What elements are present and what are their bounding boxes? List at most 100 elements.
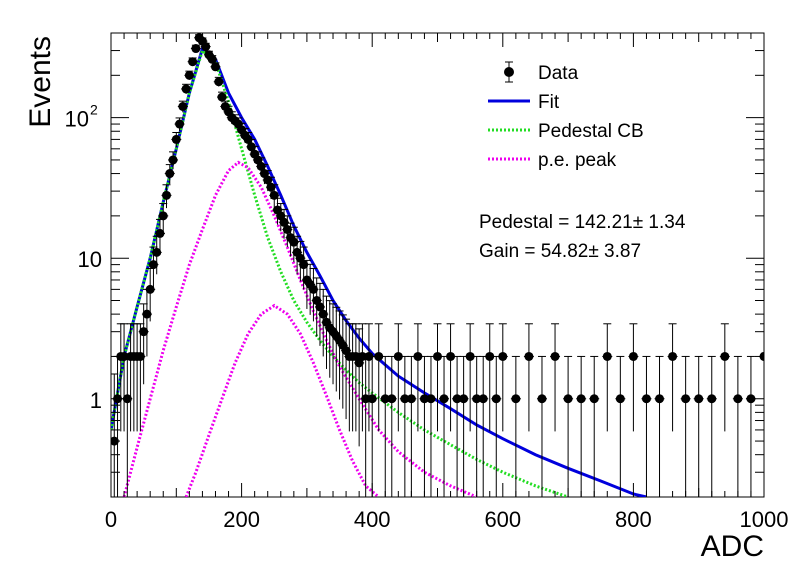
data-point-marker <box>315 302 325 312</box>
data-point-marker <box>158 211 168 221</box>
data-point-marker <box>446 351 456 361</box>
data-point <box>602 323 613 432</box>
data-point-marker <box>214 77 224 87</box>
data-point-marker <box>491 394 501 404</box>
data-point <box>484 323 495 432</box>
data-point <box>615 355 626 497</box>
data-point <box>759 323 764 432</box>
legend: Data Fit Pedestal CB p.e. peak <box>488 61 644 171</box>
data-point-marker <box>707 394 717 404</box>
data-point-marker <box>400 394 410 404</box>
data-point <box>510 355 521 497</box>
data-point-marker <box>361 394 371 404</box>
data-point-marker <box>139 327 149 337</box>
data-point-marker <box>289 237 299 247</box>
data-point <box>138 303 149 385</box>
data-point <box>432 323 443 432</box>
data-point-marker <box>162 190 172 200</box>
data-point <box>288 226 299 263</box>
data-point <box>181 83 192 94</box>
data-point-marker <box>201 42 211 52</box>
legend-entry: Pedestal CB <box>488 121 644 142</box>
data-point-marker <box>380 394 390 404</box>
legend-label: Fit <box>538 92 560 113</box>
data-point <box>458 355 469 497</box>
data-points <box>111 33 764 497</box>
fit-annotation-text: Gain = 54.82± 3.87 <box>479 241 641 262</box>
x-tick-label: 400 <box>354 507 391 532</box>
data-point-marker <box>668 351 678 361</box>
data-point <box>200 42 211 52</box>
data-point-marker <box>148 260 158 270</box>
data-point <box>308 267 319 322</box>
data-point-marker <box>511 394 521 404</box>
data-point-marker <box>181 84 191 94</box>
data-point <box>171 132 182 148</box>
data-point <box>210 62 221 72</box>
data-point-marker <box>615 394 625 404</box>
data-point-marker <box>207 54 217 64</box>
data-point <box>141 288 152 357</box>
data-point <box>667 323 678 432</box>
data-point <box>174 117 185 131</box>
data-point <box>576 355 587 497</box>
x-tick-label: 600 <box>484 507 521 532</box>
x-tick-label: 0 <box>105 507 117 532</box>
data-point <box>523 323 534 432</box>
data-point-marker <box>145 284 155 294</box>
data-point-marker <box>498 351 508 361</box>
data-point <box>187 57 198 67</box>
data-point-marker <box>175 119 185 129</box>
data-point-marker <box>459 394 469 404</box>
data-point <box>164 164 175 185</box>
data-point-marker <box>299 260 309 270</box>
series-p-e-peak-line <box>122 160 478 497</box>
data-point <box>439 355 450 497</box>
x-tick-label: 1000 <box>740 507 789 532</box>
data-point-marker <box>655 394 665 404</box>
data-point-marker <box>318 309 328 319</box>
legend-entry: Data <box>504 61 579 84</box>
data-point-marker <box>641 394 651 404</box>
data-point <box>471 355 482 497</box>
data-point-marker <box>576 394 586 404</box>
data-point <box>719 323 730 432</box>
data-point-marker <box>452 394 462 404</box>
data-point <box>693 355 704 497</box>
x-tick-label: 800 <box>615 507 652 532</box>
data-point-marker <box>694 394 704 404</box>
data-point-marker <box>217 92 227 102</box>
data-point-marker <box>720 351 730 361</box>
data-point-marker <box>165 169 175 179</box>
data-point <box>177 100 188 113</box>
data-point-marker <box>406 394 416 404</box>
data-point-marker <box>550 351 560 361</box>
data-point <box>654 355 665 497</box>
data-point-marker <box>733 394 743 404</box>
legend-entry: p.e. peak <box>488 150 617 171</box>
legend-label: Pedestal CB <box>538 121 644 142</box>
data-point-marker <box>563 394 573 404</box>
data-point-marker <box>439 394 449 404</box>
data-point <box>135 323 146 432</box>
data-point <box>207 54 218 64</box>
data-point <box>536 355 547 497</box>
data-point <box>641 355 652 497</box>
data-point-marker <box>155 228 165 238</box>
data-point <box>680 355 691 497</box>
x-tick-label: 200 <box>223 507 260 532</box>
data-point <box>478 355 489 497</box>
data-point-marker <box>465 351 475 361</box>
data-point-marker <box>135 351 145 361</box>
data-point <box>497 323 508 432</box>
legend-marker <box>504 67 514 77</box>
data-point-marker <box>628 351 638 361</box>
data-point <box>706 355 717 497</box>
data-point-marker <box>537 394 547 404</box>
legend-label: p.e. peak <box>538 150 617 171</box>
data-point-marker <box>188 57 198 67</box>
data-point <box>563 355 574 497</box>
data-point <box>168 151 179 170</box>
data-point <box>213 76 224 87</box>
data-point-marker <box>168 155 178 165</box>
